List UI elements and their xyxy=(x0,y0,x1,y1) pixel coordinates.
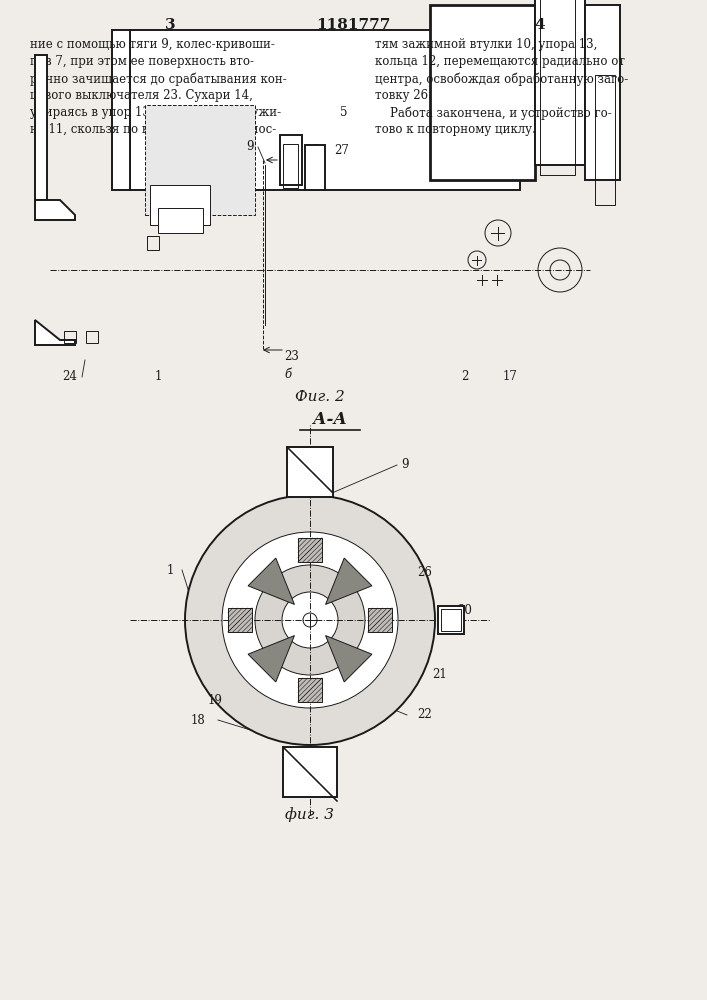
Text: 2: 2 xyxy=(461,370,469,383)
Bar xyxy=(368,608,392,632)
Polygon shape xyxy=(325,558,372,604)
Text: 20: 20 xyxy=(457,603,472,616)
Text: 1: 1 xyxy=(154,370,162,383)
Text: 4: 4 xyxy=(534,18,545,32)
Bar xyxy=(145,105,255,215)
Text: Фиг. 2: Фиг. 2 xyxy=(295,390,345,404)
Bar xyxy=(35,55,47,200)
Text: 21: 21 xyxy=(433,668,448,682)
Text: рично зачищается до срабатывания кон-: рично зачищается до срабатывания кон- xyxy=(30,72,287,86)
Text: б: б xyxy=(284,368,291,381)
Text: А-А: А-А xyxy=(313,412,347,428)
Text: 27: 27 xyxy=(334,143,349,156)
Text: б: б xyxy=(294,146,302,159)
Text: 3: 3 xyxy=(165,18,175,32)
Text: 17: 17 xyxy=(503,370,518,383)
Bar xyxy=(535,0,585,165)
Bar xyxy=(595,75,615,205)
Bar xyxy=(147,236,159,250)
Circle shape xyxy=(255,565,365,675)
Text: тово к повторному циклу.: тово к повторному циклу. xyxy=(375,123,536,136)
Bar xyxy=(150,185,210,225)
Bar xyxy=(298,538,322,562)
Text: тям зажимной втулки 10, упора 13,: тям зажимной втулки 10, упора 13, xyxy=(375,38,597,51)
Circle shape xyxy=(282,592,338,648)
Text: 23: 23 xyxy=(284,351,300,363)
Text: 1181777: 1181777 xyxy=(316,18,390,32)
Bar xyxy=(430,5,535,180)
Text: товку 26.: товку 26. xyxy=(375,89,432,102)
Bar xyxy=(441,609,461,631)
Polygon shape xyxy=(248,558,294,604)
Text: 5: 5 xyxy=(341,106,348,119)
Circle shape xyxy=(222,532,398,708)
Text: упираясь в упор 13, прижимают пружи-: упираясь в упор 13, прижимают пружи- xyxy=(30,106,281,119)
Bar xyxy=(438,606,464,634)
Text: 24: 24 xyxy=(62,370,78,383)
Bar xyxy=(298,678,322,702)
Bar xyxy=(228,608,252,632)
Text: центра, освобождая обработанную заго-: центра, освобождая обработанную заго- xyxy=(375,72,629,86)
Text: 19: 19 xyxy=(208,694,223,706)
Polygon shape xyxy=(248,636,294,682)
Bar xyxy=(305,145,325,190)
Text: пов 7, при этом ее поверхность вто-: пов 7, при этом ее поверхность вто- xyxy=(30,55,254,68)
Text: 26: 26 xyxy=(418,566,433,578)
Bar xyxy=(158,208,203,233)
Text: кольца 12, перемещаются радиально от: кольца 12, перемещаются радиально от xyxy=(375,55,625,68)
Text: цевого выключателя 23. Сухари 14,: цевого выключателя 23. Сухари 14, xyxy=(30,89,253,102)
Text: фиг. 3: фиг. 3 xyxy=(286,808,334,822)
Text: 18: 18 xyxy=(305,143,320,156)
Text: 18: 18 xyxy=(191,714,205,726)
Bar xyxy=(585,5,620,180)
Text: Работа закончена, и устройство го-: Работа закончена, и устройство го- xyxy=(375,106,612,119)
Circle shape xyxy=(185,495,435,745)
Bar xyxy=(540,0,575,175)
Text: 9: 9 xyxy=(246,140,254,153)
Bar xyxy=(130,30,520,190)
Text: ну 11, скользя по конусным поверхнос-: ну 11, скользя по конусным поверхнос- xyxy=(30,123,276,136)
Polygon shape xyxy=(35,200,75,220)
Text: 1: 1 xyxy=(166,564,174,576)
Bar xyxy=(112,30,130,190)
Polygon shape xyxy=(35,320,75,345)
Bar xyxy=(283,747,337,797)
Bar xyxy=(280,135,302,185)
Polygon shape xyxy=(325,636,372,682)
Text: ние с помощью тяги 9, колес-кривоши-: ние с помощью тяги 9, колес-кривоши- xyxy=(30,38,275,51)
Text: 22: 22 xyxy=(418,708,433,722)
Text: 9: 9 xyxy=(402,458,409,472)
Bar xyxy=(283,144,298,188)
Bar xyxy=(287,447,333,497)
